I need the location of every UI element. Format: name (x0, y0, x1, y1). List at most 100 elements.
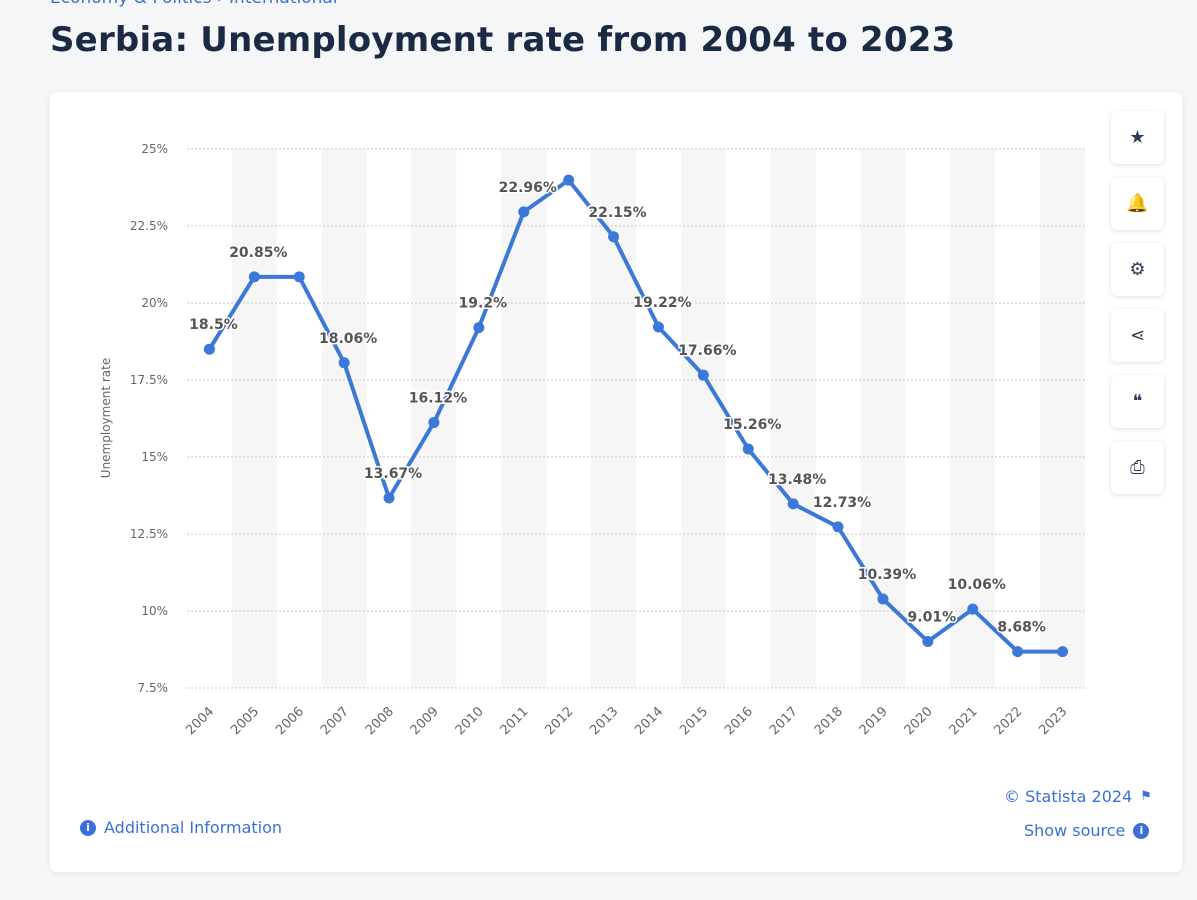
x-tick-label: 2013 (587, 704, 621, 738)
data-point (293, 271, 305, 283)
x-tick-label: 2015 (677, 704, 711, 738)
data-point (473, 322, 485, 334)
additional-information-label: Additional Information (104, 818, 283, 837)
gear-button[interactable]: ⚙ (1111, 243, 1164, 296)
data-label: 22.96% (499, 180, 557, 196)
info-icon: i (1133, 822, 1150, 839)
star-icon: ★ (1129, 127, 1146, 148)
y-tick-label: 15% (141, 450, 168, 464)
share-button[interactable]: ⋖ (1111, 309, 1164, 362)
print-icon: ⎙ (1130, 457, 1145, 478)
bell-icon: 🔔 (1126, 193, 1149, 214)
data-point (563, 174, 575, 186)
print-button[interactable]: ⎙ (1111, 441, 1164, 494)
data-point (608, 231, 620, 243)
band (950, 149, 996, 688)
star-button[interactable]: ★ (1111, 111, 1164, 164)
y-tick-label: 25% (141, 142, 168, 156)
band (501, 149, 547, 688)
additional-information-link[interactable]: i Additional Information (80, 818, 282, 837)
data-point (518, 206, 530, 218)
page-title: Serbia: Unemployment rate from 2004 to 2… (50, 20, 956, 60)
data-label: 20.85% (229, 245, 287, 261)
show-source-label: Show source (1024, 821, 1126, 840)
data-label: 16.12% (409, 391, 467, 407)
x-tick-label: 2010 (453, 704, 487, 738)
data-point (877, 593, 889, 605)
y-tick-label: 7.5% (138, 681, 169, 695)
data-label: 22.15% (588, 205, 646, 221)
x-tick-label: 2006 (273, 704, 307, 738)
band (231, 149, 277, 688)
data-point (697, 369, 709, 381)
y-tick-label: 22.5% (130, 219, 168, 233)
flag-icon: ⚑ (1140, 789, 1152, 804)
band (591, 149, 636, 688)
data-label: 19.2% (459, 296, 508, 312)
x-tick-label: 2016 (722, 704, 756, 738)
data-point (967, 603, 979, 615)
y-tick-label: 17.5% (130, 373, 168, 387)
y-tick-label: 20% (141, 296, 168, 310)
data-label: 8.68% (997, 620, 1046, 636)
x-tick-label: 2022 (991, 704, 1025, 738)
data-label: 17.66% (678, 343, 736, 359)
show-source-link[interactable]: Show source i (1024, 821, 1150, 840)
x-tick-label: 2014 (632, 704, 666, 738)
band (770, 149, 816, 688)
data-label: 19.22% (633, 295, 691, 311)
data-label: 10.06% (948, 577, 1006, 593)
series-line (207, 178, 1063, 654)
data-point (832, 521, 844, 533)
share-icon: ⋖ (1129, 325, 1146, 346)
copyright-link[interactable]: © Statista 2024 ⚑ (1004, 787, 1152, 806)
quote-icon: ❝ (1132, 391, 1143, 412)
band (860, 149, 906, 688)
data-label: 15.26% (723, 417, 781, 433)
data-label: 18.06% (319, 331, 377, 347)
data-label: 18.5% (189, 317, 238, 333)
data-point (787, 498, 799, 510)
x-tick-label: 2009 (408, 704, 442, 738)
x-tick-label: 2005 (228, 704, 262, 738)
breadcrumb[interactable]: Economy & Politics › International (50, 0, 338, 8)
quote-button[interactable]: ❝ (1111, 375, 1164, 428)
y-tick-label: 10% (141, 604, 168, 618)
x-tick-label: 2018 (812, 704, 846, 738)
data-label: 10.39% (858, 567, 916, 583)
band (680, 149, 726, 688)
data-point (338, 357, 350, 369)
x-tick-label: 2020 (902, 704, 936, 738)
x-tick-label: 2023 (1036, 704, 1070, 738)
x-tick-label: 2008 (363, 704, 397, 738)
x-tick-label: 2004 (183, 704, 217, 738)
data-point (428, 417, 440, 429)
y-tick-label: 12.5% (130, 527, 168, 541)
data-point (1057, 646, 1069, 658)
data-point (1012, 646, 1024, 658)
data-point (383, 492, 395, 504)
x-tick-label: 2017 (767, 704, 801, 738)
data-point (652, 321, 664, 333)
data-label: 13.67% (364, 466, 422, 482)
copyright-label: © Statista 2024 (1004, 787, 1133, 806)
data-point (742, 443, 754, 455)
x-tick-label: 2021 (947, 704, 981, 738)
data-label: 9.01% (908, 609, 957, 625)
data-label: 12.73% (813, 495, 871, 511)
data-point (248, 271, 260, 283)
x-tick-label: 2007 (318, 704, 352, 738)
x-tick-label: 2012 (542, 704, 576, 738)
x-tick-label: 2011 (498, 704, 532, 738)
gear-icon: ⚙ (1129, 259, 1146, 280)
data-label: 13.48% (768, 472, 826, 488)
bell-button[interactable]: 🔔 (1111, 177, 1164, 230)
x-tick-label: 2019 (857, 704, 891, 738)
band (321, 149, 367, 688)
data-point (203, 343, 215, 355)
band (1040, 149, 1085, 688)
data-point (922, 635, 934, 647)
y-axis-label: Unemployment rate (99, 358, 113, 478)
info-icon: i (80, 819, 96, 836)
